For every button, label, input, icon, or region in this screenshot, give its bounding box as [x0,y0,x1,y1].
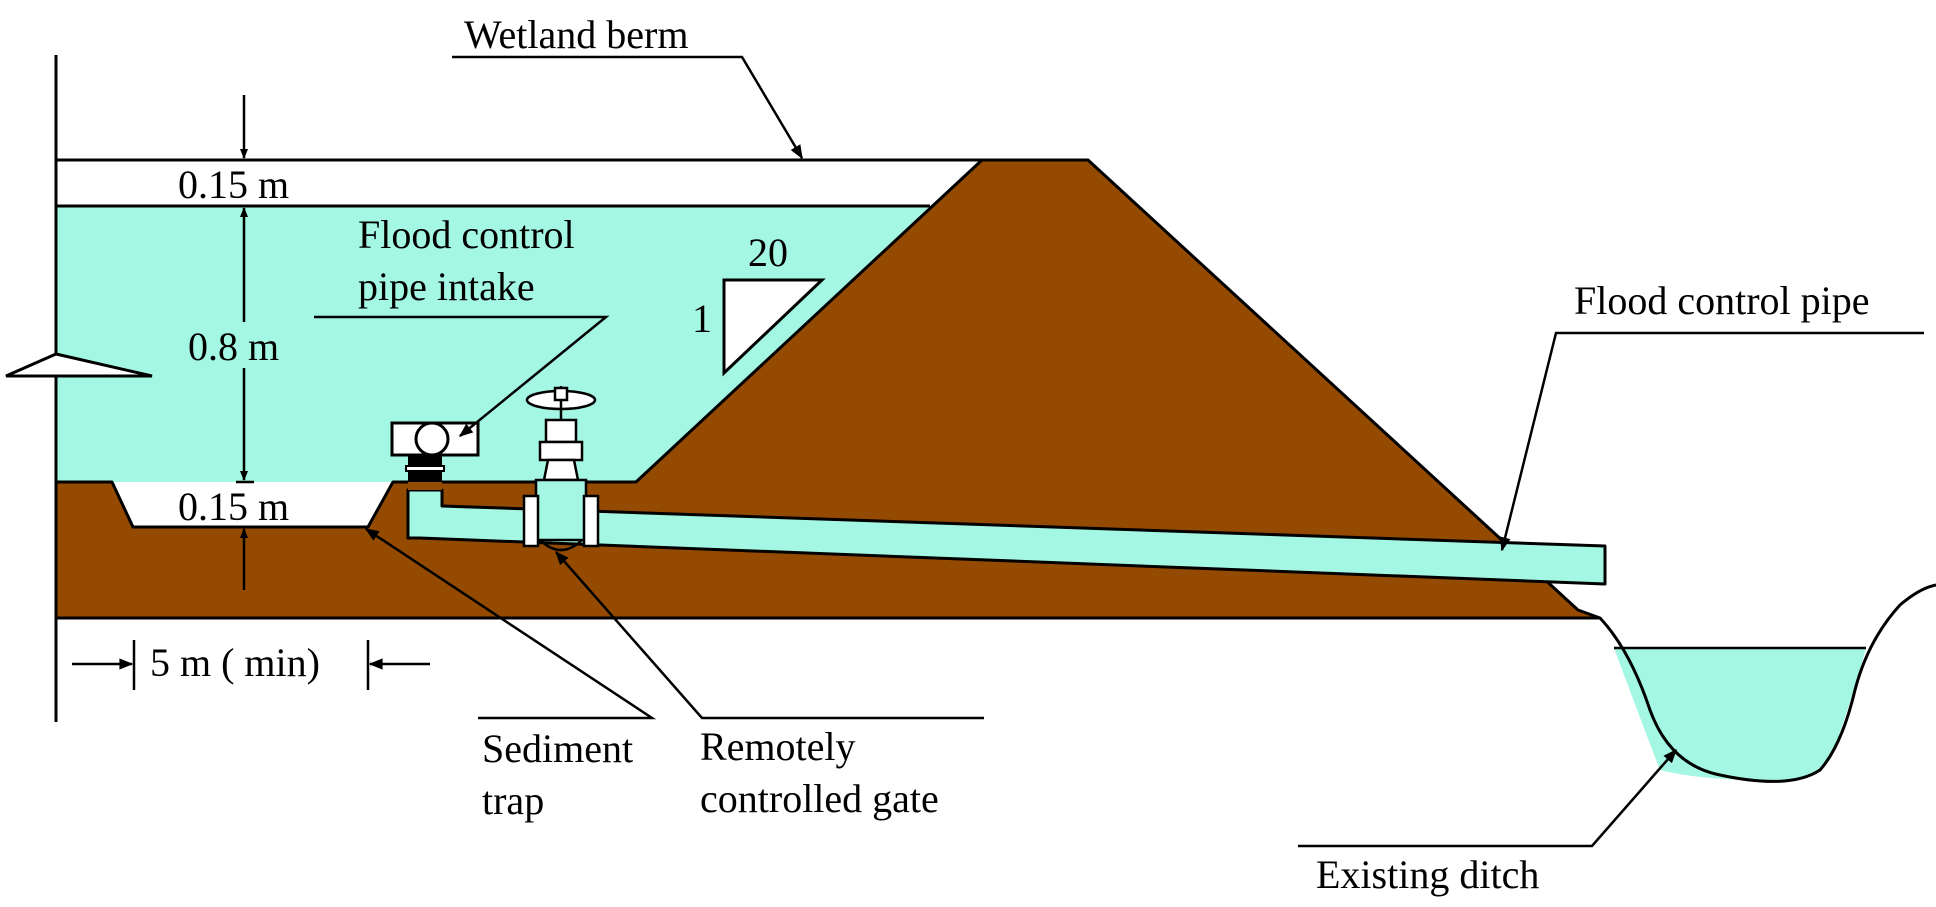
slope-triangle [722,278,826,377]
flood-control-pipe-body [406,488,1607,586]
vertical-dimension [168,95,310,590]
break-symbol [5,352,153,378]
existing-ditch-label: Existing ditch [1316,852,1539,897]
leader-lines [314,55,1924,848]
ditch-water [1614,648,1866,781]
ditch-profile [1598,583,1936,783]
trap-depth-label: 0.15 m [178,484,289,529]
sediment-trap-label-line2: trap [482,778,544,823]
gate-label-line1: Remotely [700,724,856,769]
pipe-leg-soil-wall [408,482,442,490]
remotely-controlled-gate [522,386,600,552]
wetland-water [56,206,930,482]
flood-control-pipe-intake [390,421,480,482]
wetland-berm-label: Wetland berm [464,12,688,57]
gate-label-line2: controlled gate [700,776,939,821]
intake-label-line2: pipe intake [358,264,535,309]
slope-run-label: 20 [748,230,788,275]
intake-label-line1: Flood control [358,212,575,257]
water-depth-label: 0.8 m [188,324,279,369]
sediment-trap-label-line1: Sediment [482,726,633,771]
horizontal-dimension [72,640,430,690]
slope-rise-label: 1 [692,296,712,341]
freeboard-label: 0.15 m [178,162,289,207]
trap-width-label: 5 m ( min) [150,640,320,685]
flood-control-pipe-label: Flood control pipe [1574,278,1870,323]
